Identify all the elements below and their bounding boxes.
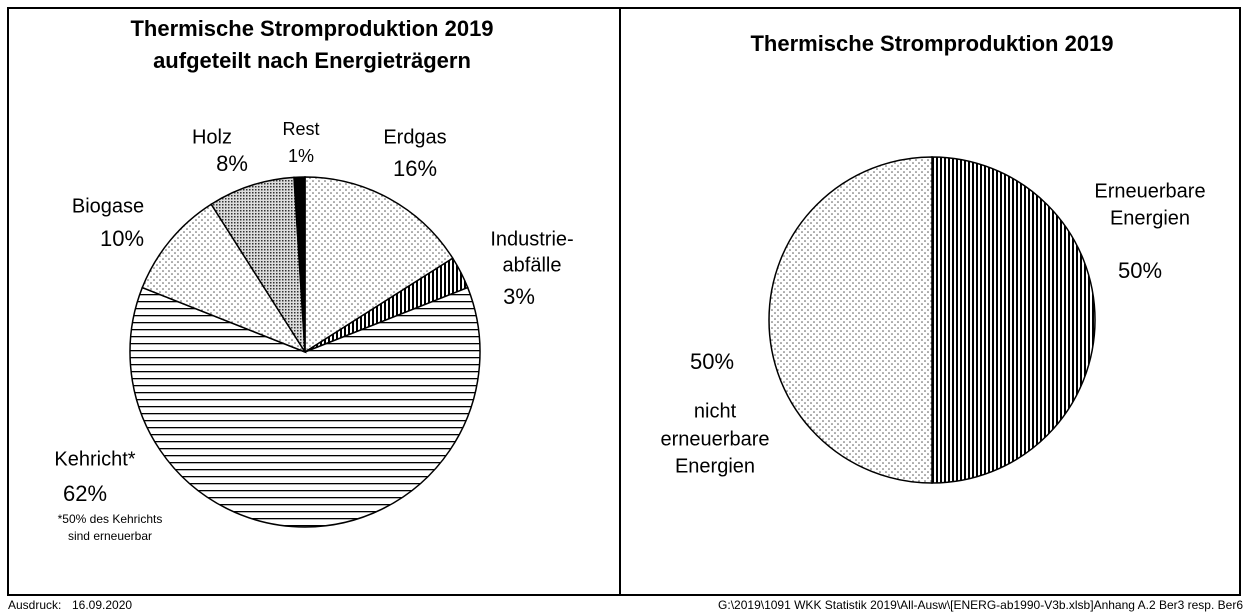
footer-date: 16.09.2020 <box>72 598 132 612</box>
pie-slice <box>304 176 454 354</box>
value-label: 1% <box>288 146 314 166</box>
value-label: 16% <box>393 156 437 181</box>
slice-label: erneuerbare <box>661 428 770 450</box>
chart-title: Thermische Stromproduktion 2019 <box>130 16 493 41</box>
slice-label: nicht <box>694 400 737 422</box>
slice-label: abfälle <box>503 254 562 276</box>
value-label: 10% <box>100 226 144 251</box>
annotation: sind erneuerbar <box>68 529 152 543</box>
chart-title: Thermische Stromproduktion 2019 <box>750 31 1113 56</box>
value-label: 50% <box>1118 258 1162 283</box>
pie-slice <box>931 156 1096 484</box>
frame <box>7 7 1241 596</box>
slice-label: Erdgas <box>383 126 446 148</box>
pie-slice <box>768 156 933 484</box>
slice-label: Biogase <box>72 195 144 217</box>
value-label: 50% <box>690 349 734 374</box>
slice-label: Energien <box>1110 207 1190 229</box>
value-label: 8% <box>216 151 248 176</box>
slice-label: Industrie- <box>490 228 573 250</box>
slice-label: Erneuerbare <box>1094 180 1205 202</box>
pie-slice <box>293 176 306 353</box>
value-label: 62% <box>63 481 107 506</box>
footer-label: Ausdruck: <box>8 598 61 612</box>
pie-slice <box>141 203 307 354</box>
slice-label: Energien <box>675 455 755 477</box>
value-label: 3% <box>503 284 535 309</box>
chart-title: aufgeteilt nach Energieträgern <box>153 48 471 73</box>
slice-label: Rest <box>282 119 319 139</box>
annotation: *50% des Kehrichts <box>58 512 163 526</box>
pie-slice <box>129 286 481 528</box>
slice-label: Kehricht* <box>54 448 135 470</box>
slice-label: Holz <box>192 126 232 148</box>
footer-path: G:\2019\1091 WKK Statistik 2019\All-Ausw… <box>718 598 1243 612</box>
